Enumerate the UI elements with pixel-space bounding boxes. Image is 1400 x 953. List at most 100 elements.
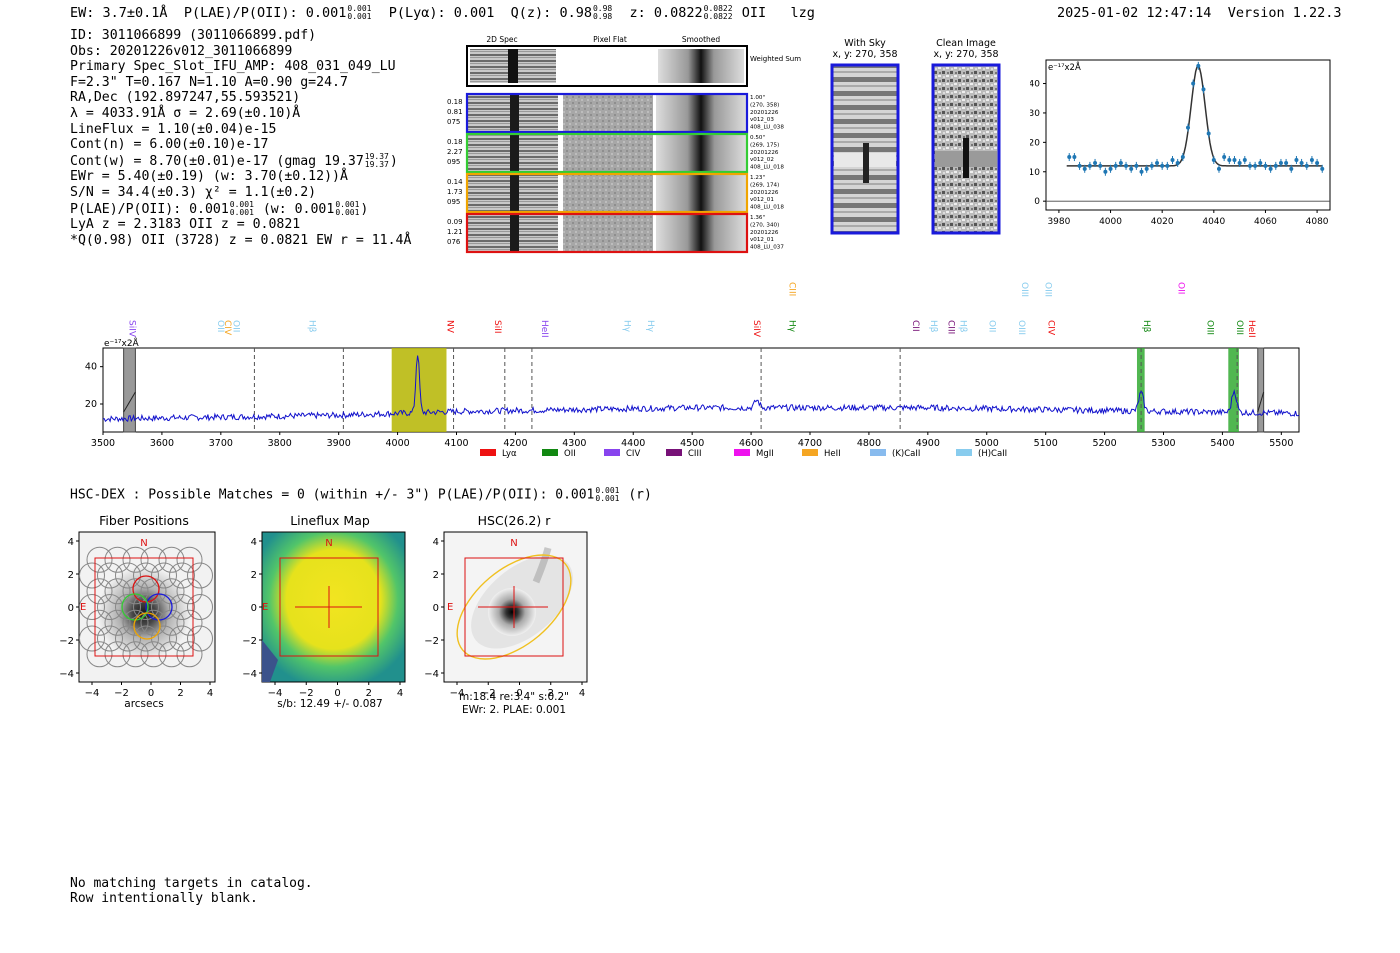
y-tick-label: −4: [59, 669, 74, 680]
cutout-right-value: 20201226: [750, 150, 779, 156]
cutout-left-value: 2.27: [447, 148, 463, 156]
spec-trace: [510, 134, 519, 172]
panel-xlabel-3b: EWr: 2. PLAE: 0.001: [462, 704, 566, 716]
data-point: [1232, 158, 1237, 162]
data-point: [1304, 163, 1309, 168]
with-sky-image: [830, 63, 900, 235]
fiber-circle: [169, 625, 195, 652]
fiber-circle: [122, 641, 149, 668]
x-tick-label: 4040: [1202, 217, 1225, 227]
info-radec: RA,Dec (192.897247,55.593521): [70, 90, 301, 106]
info-sn: S/N = 34.4(±0.3) χ² = 1.1(±0.2): [70, 184, 317, 200]
emission-line-label: Hγ: [621, 320, 631, 333]
legend-label: MgII: [756, 449, 774, 459]
data-point: [1067, 155, 1072, 160]
hsc-summary: HSC-DEX : Possible Matches = 0 (within +…: [70, 486, 652, 503]
gaussian-fit: [1066, 64, 1323, 167]
plya-value: P(Lyα): 0.001: [388, 5, 495, 21]
data-point: [1093, 160, 1098, 165]
x-tick-label: 4200: [503, 438, 527, 449]
panel-xlabel-1: arcsecs: [124, 698, 163, 710]
cutout-right-value: 408_LU_018: [750, 165, 784, 171]
data-point: [1165, 163, 1170, 168]
ew-value: EW: 3.7±0.1Å: [70, 5, 168, 21]
cutout-right-value: 408_LU_018: [750, 205, 784, 211]
emission-line-label: CIII: [786, 282, 796, 296]
legend-label: (H)CaII: [978, 449, 1007, 459]
info-block: ID: 3011066899 (3011066899.pdf) Obs: 202…: [70, 28, 411, 248]
x-tick-label: 4000: [385, 438, 409, 449]
data-point: [1108, 166, 1113, 171]
north-label-2: N: [325, 538, 332, 549]
x-tick-label: −4: [268, 688, 283, 699]
image-panels: Fiber Positions N E arcsecs Lineflux Map…: [59, 513, 588, 716]
fiber-circle: [158, 641, 185, 668]
cutout-right-value: 408_LU_038: [750, 125, 784, 131]
info-id: ID: 3011066899 (3011066899.pdf): [70, 28, 317, 43]
zoom-unit: e⁻¹⁷x2Å: [1048, 61, 1081, 73]
qz-value: Q(z): 0.98: [510, 5, 592, 21]
data-point: [1160, 163, 1165, 168]
legend-swatch: [734, 449, 750, 456]
emission-line-label: CII: [910, 320, 920, 332]
y-tick-label: 2: [433, 570, 439, 581]
data-point: [1294, 158, 1299, 162]
cutout-left-value: 0.18: [447, 98, 463, 106]
legend-label: Lyα: [502, 449, 517, 459]
data-point: [1098, 163, 1103, 168]
fiber-circle: [151, 562, 177, 589]
fiber-circle: [187, 594, 213, 620]
highlight-band: [1228, 348, 1239, 432]
x-tick-label: 0: [334, 688, 340, 699]
fiber-circle: [133, 594, 159, 620]
z-frac: 0.0822 0.0822: [703, 4, 733, 21]
zoom-chart: e⁻¹⁷x2Å 3980 4000 4020 4040 4060 4080 0 10 20 30 4…: [1030, 59, 1331, 227]
x-tick-label: 3600: [150, 438, 174, 449]
cutout-left-value: 075: [447, 118, 460, 126]
info-fwhm: F=2.3" T=0.167 N=1.10 A=0.90 g=24.7: [70, 74, 348, 90]
spectrum-frame: [102, 347, 1300, 433]
panel-xlabel-3: m:18.4 re:3.4" s:0.2": [459, 691, 569, 703]
fiber-circle: [176, 609, 203, 636]
x-tick-label: 4900: [916, 438, 940, 449]
fiber-circle: [133, 625, 159, 652]
data-point: [1180, 155, 1185, 160]
x-tick-label: 4060: [1254, 217, 1277, 227]
fiber-circle: [176, 578, 203, 605]
data-point: [1227, 158, 1232, 162]
emission-line-label: HeII: [539, 320, 549, 338]
legend-label: OII: [564, 449, 576, 459]
x-tick-label: 4800: [857, 438, 881, 449]
emission-line-label: CIV: [222, 320, 232, 336]
fiber-circle: [169, 562, 195, 589]
y-tick-label: 20: [1030, 138, 1040, 148]
y-tick-label: −4: [242, 669, 257, 680]
cutout-left-value: 0.18: [447, 138, 463, 146]
east-label-2: E: [262, 602, 268, 613]
y-tick-label: 40: [85, 362, 97, 373]
smooth-image: [656, 214, 746, 252]
emission-line-label: Hβ: [957, 320, 967, 333]
cutout-border: [465, 172, 749, 214]
cutout-row-4: 0.09 1.21 076 1.36"(270, 340) 20201226v012_0…: [447, 212, 784, 254]
mask-hatch: [123, 391, 136, 413]
legend-swatch: [542, 449, 558, 456]
data-point: [1268, 166, 1273, 171]
spec-trace: [510, 214, 519, 252]
cutout-left-value: 095: [447, 158, 460, 166]
fiber-circle: [97, 625, 123, 652]
data-point: [1155, 160, 1160, 165]
flat-image: [563, 214, 653, 252]
data-point: [1103, 169, 1108, 174]
fiber-circle: [187, 625, 213, 652]
cutout-left-value: 0.09: [447, 218, 463, 226]
fiber-circle: [187, 562, 213, 589]
fiber-circle: [115, 562, 141, 589]
fiber-circle: [104, 609, 131, 636]
y-tick-label: 2: [68, 570, 74, 581]
y-tick-label: −2: [242, 636, 257, 647]
cutout-right-value: v012_01: [750, 197, 774, 203]
flat-image: [563, 134, 653, 172]
fiber-circle: [133, 562, 159, 589]
